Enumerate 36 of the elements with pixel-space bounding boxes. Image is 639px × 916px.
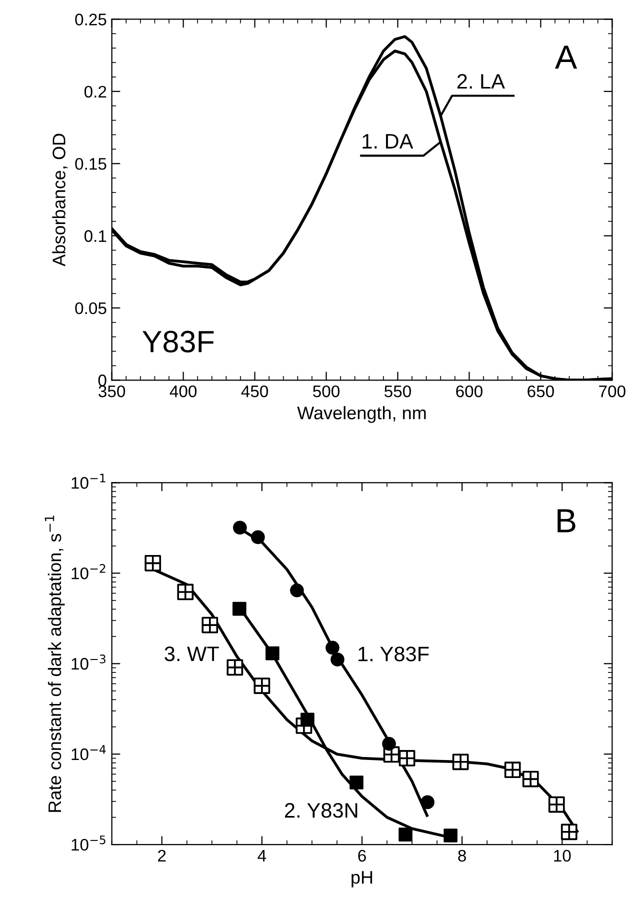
y-tick-label: 0.05 <box>75 302 106 314</box>
x-tick-label: 400 <box>170 385 197 398</box>
series-label: 2. LA <box>457 74 505 89</box>
x-tick-label: 6 <box>358 850 366 862</box>
y-tick-label: 10$^{−5}$ <box>72 836 106 851</box>
x-tick-label: 600 <box>456 385 482 398</box>
series-label: 1. Y83F <box>358 646 429 662</box>
annotation: B <box>558 509 576 532</box>
y-axis-title: Rate constant of dark adaptation, s$^{−1}$ <box>44 516 65 812</box>
x-tick-label: 650 <box>528 385 554 398</box>
y-tick-label: 0.2 <box>84 86 106 98</box>
x-tick-label: 550 <box>384 385 411 398</box>
x-tick-label: 500 <box>313 385 340 398</box>
annotation: A <box>554 46 578 69</box>
y-tick-label: 10$^{−3}$ <box>72 654 106 670</box>
y-tick-label: 10$^{−4}$ <box>72 745 106 760</box>
series-label: 1. DA <box>362 134 414 148</box>
x-tick-label: 700 <box>599 385 626 398</box>
y-axis-title: Absorbance, OD <box>52 134 68 266</box>
y-tick-label: 0.1 <box>84 230 106 242</box>
series-label: 3. WT <box>164 646 219 662</box>
x-tick-label: 450 <box>241 385 268 398</box>
x-tick-label: 4 <box>258 850 266 862</box>
x-axis-title: pH <box>352 871 372 888</box>
annotation: Y83F <box>142 330 214 352</box>
x-tick-label: 10 <box>554 850 571 862</box>
x-tick-label: 350 <box>98 385 126 398</box>
y-tick-label: 0 <box>98 374 106 386</box>
x-axis-title: Wavelength, nm <box>297 406 426 423</box>
x-tick-label: 8 <box>458 850 466 862</box>
y-tick-label: 10$^{−1}$ <box>72 474 106 489</box>
series-label: 2. Y83N <box>284 803 358 818</box>
y-tick-label: 0.25 <box>75 14 106 26</box>
x-tick-label: 2 <box>158 850 166 862</box>
y-tick-label: 10$^{−2}$ <box>72 564 106 580</box>
y-tick-label: 0.15 <box>75 158 106 170</box>
